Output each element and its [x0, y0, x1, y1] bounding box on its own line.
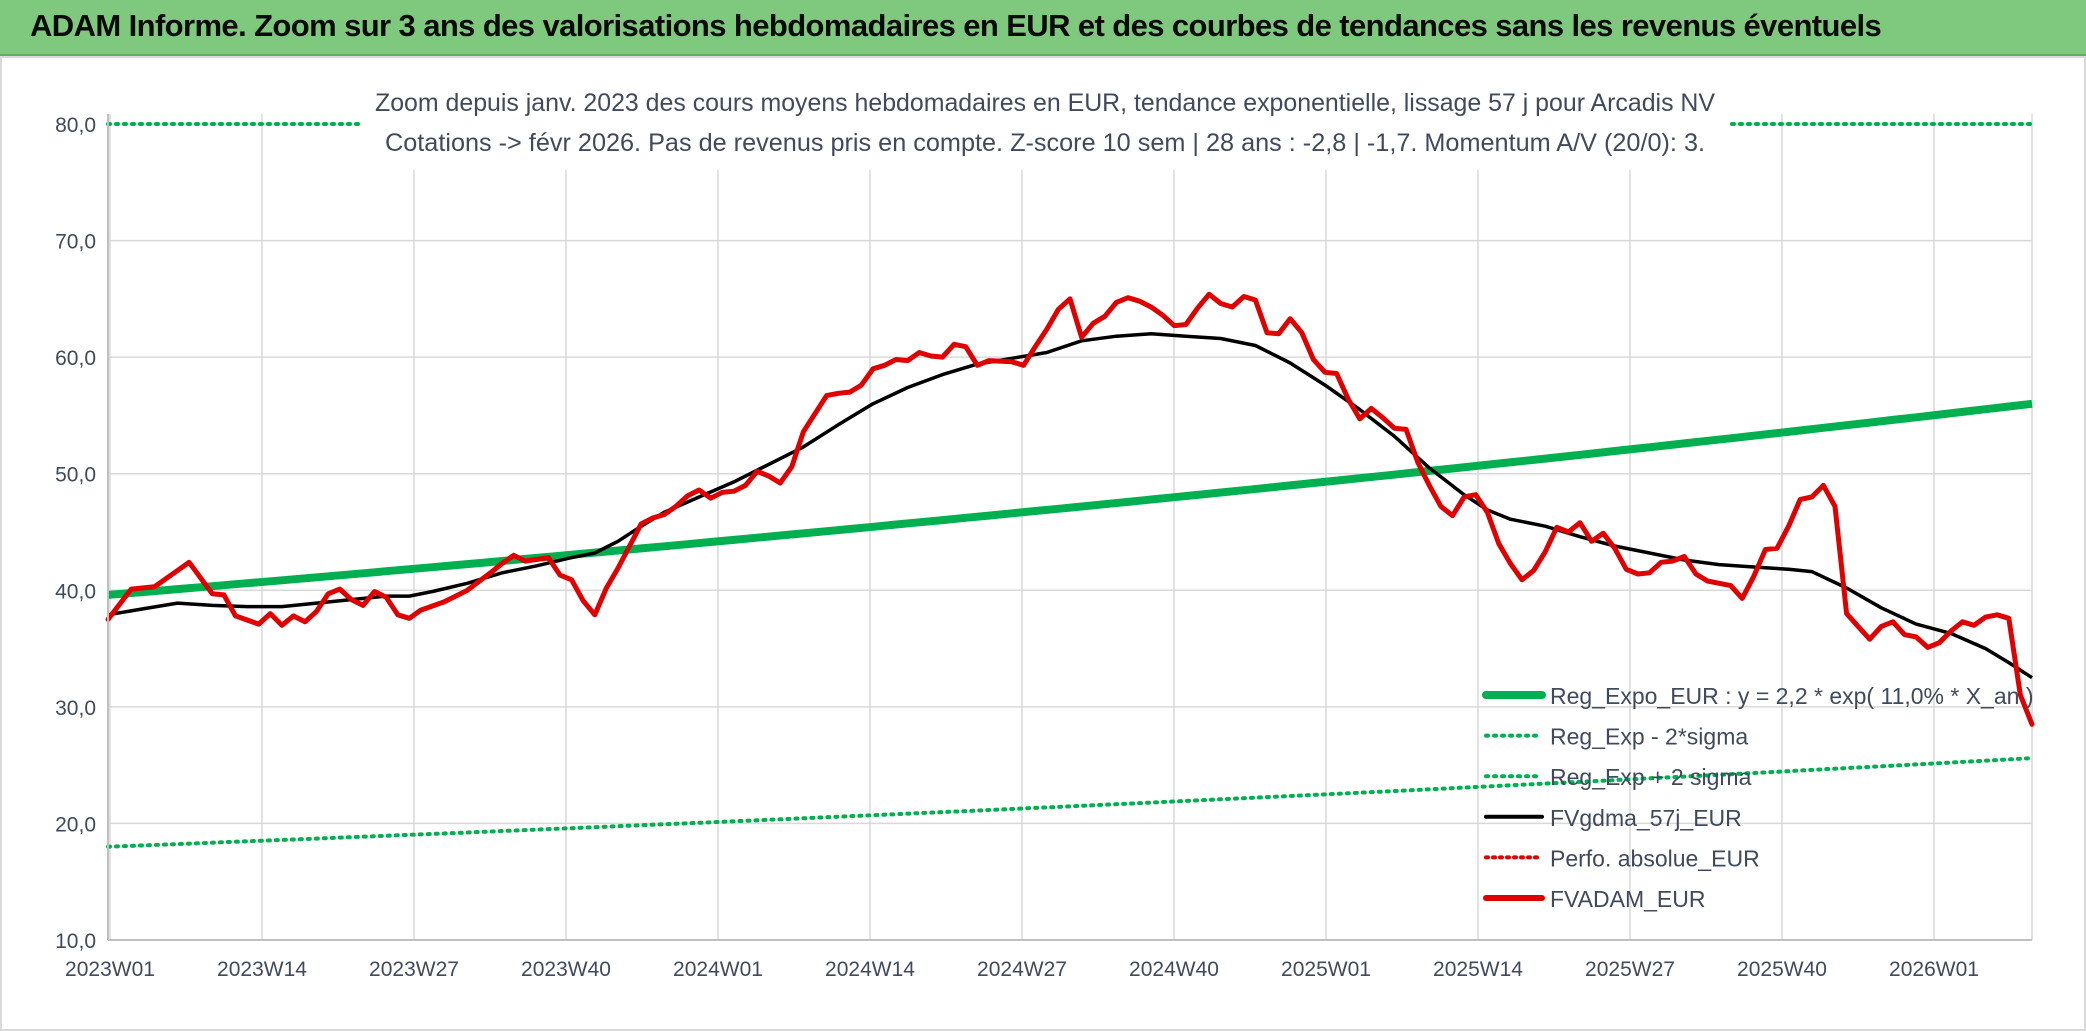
series-reg-expo-eur: [107, 399, 2033, 599]
subtitle-layer: Zoom depuis janv. 2023 des cours moyens …: [360, 78, 1730, 170]
y-tick-label: 10,0: [55, 930, 96, 953]
legend-label: Reg_Exp + 2 sigma: [1550, 764, 1752, 790]
x-tick-label: 2024W27: [977, 958, 1067, 981]
chart-subtitle-line1: Zoom depuis janv. 2023 des cours moyens …: [375, 89, 1715, 117]
y-tick-label: 20,0: [55, 813, 96, 836]
page-title: ADAM Informe. Zoom sur 3 ans des valoris…: [30, 8, 1882, 43]
x-tick-label: 2023W40: [521, 958, 611, 981]
x-tick-label: 2023W14: [217, 958, 307, 981]
subtitle-mask: [360, 78, 1730, 170]
legend-label: FVADAM_EUR: [1550, 886, 1706, 912]
legend-label: Reg_Expo_EUR : y = 2,2 * exp( 11,0% * X_…: [1550, 683, 2033, 709]
axis-layer: 10,0 20,0 30,0 40,0 50,0 60,0 70,0 80,0 2023W01 2…: [55, 114, 2032, 981]
x-tick-label: 2023W01: [65, 958, 155, 981]
x-tick-label: 2024W14: [825, 958, 915, 981]
x-tick-label: 2023W27: [369, 958, 459, 981]
legend-label: Reg_Exp - 2*sigma: [1550, 724, 1748, 750]
legend: Reg_Expo_EUR : y = 2,2 * exp( 11,0% * X_…: [1482, 683, 2033, 912]
chart-subtitle-line2: Cotations -> févr 2026. Pas de revenus p…: [385, 129, 1705, 157]
y-tick-label: 60,0: [55, 347, 96, 370]
series-fvgdma-57j-eur: [107, 332, 2033, 680]
title-bar: ADAM Informe. Zoom sur 3 ans des valoris…: [0, 0, 2086, 56]
grid-layer: [108, 114, 2033, 941]
y-tick-label: 80,0: [55, 114, 96, 137]
x-tick-label: 2025W14: [1433, 958, 1523, 981]
series-fvadam-eur: [105, 291, 2035, 727]
x-tick-label: 2024W40: [1129, 958, 1219, 981]
chart-frame: [0, 56, 2086, 1031]
y-tick-label: 30,0: [55, 697, 96, 720]
x-tick-label: 2025W27: [1585, 958, 1675, 981]
y-tick-label: 50,0: [55, 464, 96, 487]
series-reg-exp-minus-2sigma: [106, 756, 2034, 849]
x-tick-label: 2025W40: [1737, 958, 1827, 981]
y-tick-label: 70,0: [55, 231, 96, 254]
y-tick-label: 40,0: [55, 580, 96, 603]
x-tick-label: 2024W01: [673, 958, 763, 981]
x-tick-label: 2026W01: [1889, 958, 1979, 981]
legend-label: Perfo. absolue_EUR: [1550, 845, 1760, 871]
legend-label: FVgdma_57j_EUR: [1550, 805, 1742, 831]
x-tick-label: 2025W01: [1281, 958, 1371, 981]
